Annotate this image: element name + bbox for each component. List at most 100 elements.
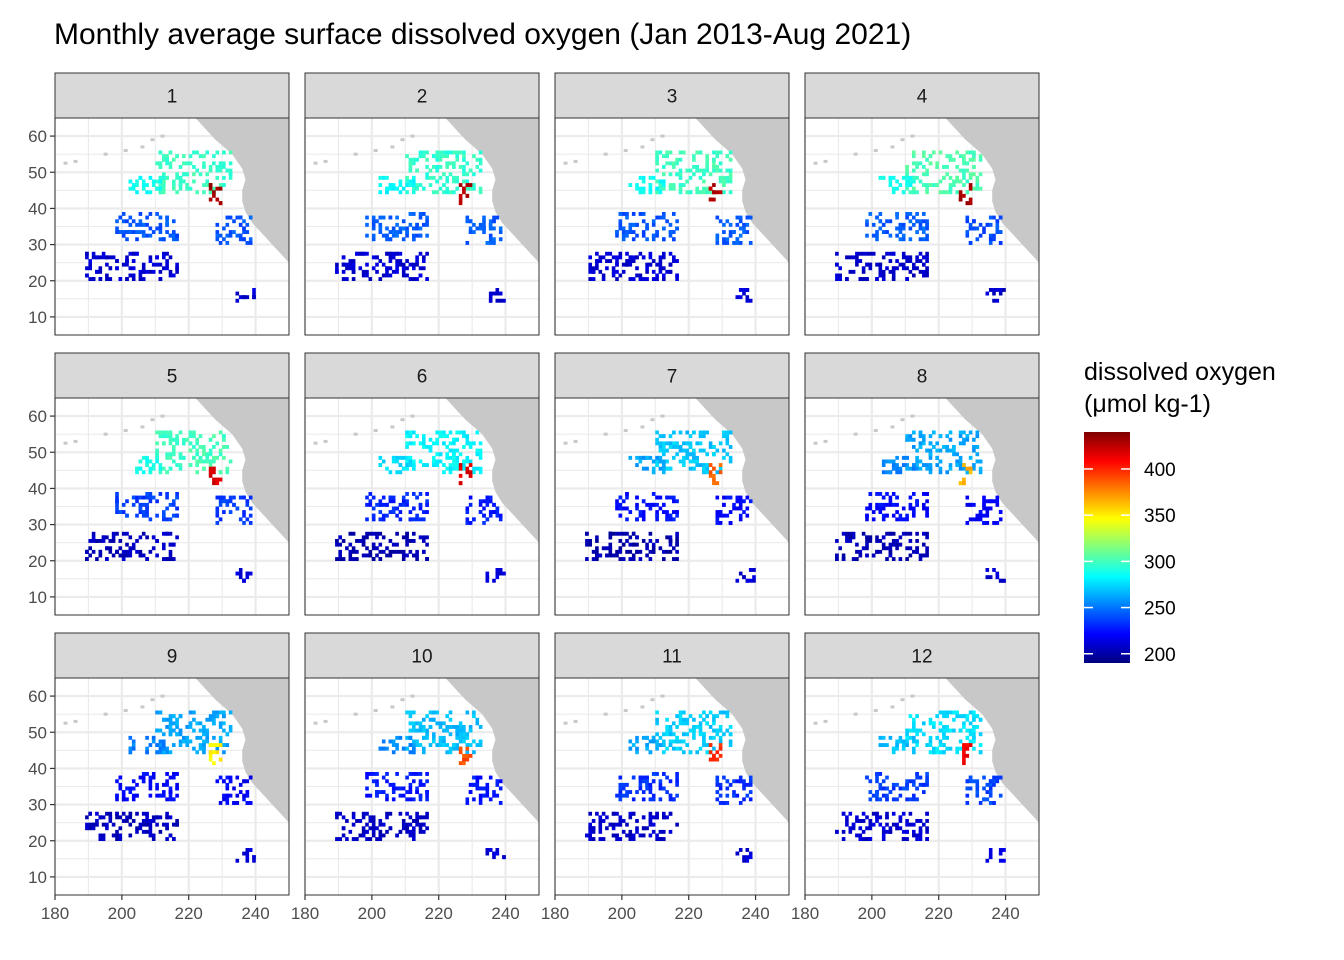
data-cell-subarctic — [192, 728, 196, 733]
data-cell-coastal-oregon — [962, 463, 966, 467]
data-cell-california-current — [465, 797, 470, 802]
island — [63, 721, 68, 725]
data-cell-subarctic — [725, 175, 730, 180]
data-cell-subarctic — [672, 186, 676, 191]
data-cell-california-current — [488, 241, 493, 245]
data-cell-subarctic — [962, 168, 966, 173]
data-cell-california-current — [478, 793, 483, 798]
data-cell-subarctic-west — [885, 743, 889, 747]
data-cell-central-north — [641, 517, 646, 522]
data-cell-subtropical-gyre — [128, 811, 133, 816]
data-cell-subtropical-gyre — [595, 535, 599, 540]
data-cell-central-north — [615, 233, 619, 238]
data-cell-central-north — [145, 215, 149, 220]
data-cell-central-north — [631, 222, 636, 227]
data-cell-subtropical-gyre — [348, 531, 353, 536]
data-cell-coastal-oregon — [712, 757, 716, 762]
data-cell-subtropical-gyre — [858, 549, 863, 554]
data-cell-subtropical-gyre — [611, 811, 616, 816]
data-cell-subarctic — [198, 445, 203, 449]
data-cell-subarctic-west — [162, 743, 166, 747]
data-cell-subarctic — [662, 452, 666, 457]
data-cell-central-north — [665, 790, 669, 794]
data-cell-subarctic — [705, 190, 709, 195]
data-cell-subarctic — [668, 743, 673, 747]
data-cell-california-current — [482, 521, 486, 525]
data-cell-southeast — [252, 295, 256, 300]
data-cell-subtropical-gyre — [95, 269, 99, 274]
data-cell-subtropical-gyre — [858, 277, 863, 281]
data-cell-subarctic-west — [655, 743, 659, 747]
data-cell-subarctic — [448, 430, 453, 435]
data-cell-subarctic — [178, 463, 183, 467]
data-cell-subtropical-gyre — [88, 826, 92, 831]
data-cell-subtropical-gyre — [845, 255, 849, 260]
data-cell-subarctic-west — [628, 739, 633, 744]
data-cell-subarctic — [905, 466, 909, 471]
data-cell-subtropical-gyre — [855, 255, 859, 260]
data-cell-central-north — [895, 495, 899, 500]
data-cell-central-north — [135, 782, 139, 787]
data-cell-california-current — [965, 233, 970, 238]
data-cell-coastal-oregon — [708, 473, 713, 478]
data-cell-subtropical-gyre — [348, 542, 353, 547]
data-cell-subarctic — [705, 470, 709, 475]
data-cell-subtropical-gyre — [618, 837, 623, 841]
data-cell-subarctic — [202, 452, 206, 457]
island — [823, 439, 828, 443]
data-cell-subarctic — [908, 466, 913, 471]
data-cell-subarctic — [718, 739, 723, 744]
data-cell-subtropical-gyre — [598, 553, 603, 558]
data-cell-subarctic — [185, 183, 189, 187]
data-cell-central-north — [371, 237, 376, 242]
data-cell-subtropical-gyre — [608, 546, 613, 551]
data-cell-subtropical-gyre — [918, 819, 923, 823]
data-cell-california-current — [245, 222, 250, 227]
facet-strip-label: 12 — [911, 647, 932, 668]
data-cell-central-north — [922, 790, 926, 794]
data-cell-central-north — [365, 233, 369, 238]
data-cell-subtropical-gyre — [88, 277, 92, 281]
data-cell-subarctic — [432, 732, 436, 737]
data-cell-coastal-oregon — [712, 197, 716, 202]
data-cell-subtropical-gyre — [358, 539, 363, 543]
data-cell-subarctic — [935, 448, 939, 453]
data-cell-california-current — [492, 219, 496, 224]
data-cell-subarctic — [218, 430, 223, 435]
data-cell-subarctic — [915, 455, 919, 460]
data-cell-central-north — [625, 790, 629, 794]
data-cell-central-north — [375, 772, 379, 776]
data-cell-central-north — [672, 230, 676, 234]
data-cell-subtropical-gyre — [865, 542, 869, 547]
data-cell-subarctic — [178, 186, 183, 191]
data-cell-subarctic — [972, 735, 976, 740]
data-cell-subtropical-gyre — [175, 535, 179, 540]
data-cell-subtropical-gyre — [338, 553, 342, 558]
data-cell-california-current — [468, 219, 473, 224]
data-cell-subarctic — [698, 150, 703, 155]
data-cell-subtropical-gyre — [125, 262, 129, 267]
data-cell-subtropical-gyre — [658, 266, 663, 271]
data-cell-california-current — [738, 502, 743, 507]
facet-strip-label: 4 — [917, 87, 928, 108]
data-cell-subarctic — [418, 154, 423, 159]
data-cell-california-current — [735, 499, 740, 504]
data-cell-subtropical-gyre — [631, 553, 636, 558]
data-cell-subtropical-gyre — [405, 553, 409, 558]
data-cell-central-north — [155, 793, 159, 798]
data-cell-subtropical-gyre — [368, 826, 373, 831]
data-cell-southeast — [492, 855, 496, 860]
data-cell-subarctic — [422, 735, 426, 740]
data-cell-subtropical-gyre — [628, 259, 633, 263]
data-cell-california-current — [485, 793, 490, 798]
data-cell-subarctic — [455, 437, 459, 442]
data-cell-central-north — [125, 786, 129, 791]
data-cell-subtropical-gyre — [148, 259, 153, 263]
data-cell-subarctic — [168, 750, 173, 755]
data-cell-subarctic — [215, 150, 220, 155]
island — [890, 705, 895, 709]
data-cell-subtropical-gyre — [648, 819, 653, 823]
data-cell-subtropical-gyre — [151, 262, 156, 267]
data-cell-subarctic — [428, 717, 433, 722]
data-cell-subarctic — [452, 175, 456, 180]
